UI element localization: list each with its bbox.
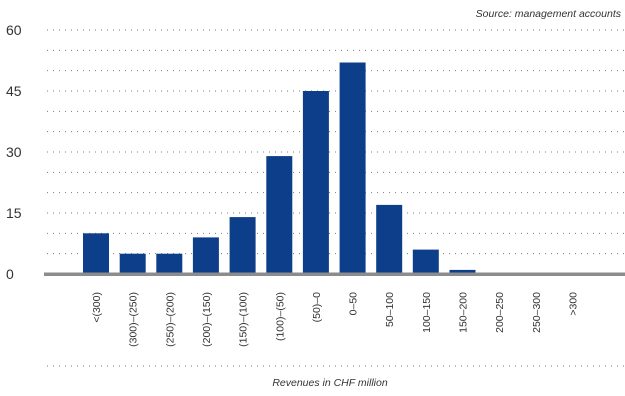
x-tick-label: (150)–(100) xyxy=(238,292,250,347)
y-tick-label: 0 xyxy=(6,266,14,282)
bar xyxy=(412,249,439,274)
x-tick-label: 50–100 xyxy=(384,292,396,327)
x-tick-label: (100)–(50) xyxy=(274,292,286,341)
x-axis-baseline xyxy=(44,272,625,276)
x-tick-label: 250–300 xyxy=(531,292,543,333)
x-tick-label: (300)–(250) xyxy=(128,292,140,347)
bars xyxy=(83,62,476,274)
x-tick-label: <(300) xyxy=(91,292,103,323)
gridlines xyxy=(47,29,625,255)
y-tick-label: 15 xyxy=(6,205,22,221)
bar xyxy=(339,62,366,274)
y-tick-label: 60 xyxy=(6,22,22,38)
x-tick-label: 100–150 xyxy=(421,292,433,333)
x-tick-label: 0–50 xyxy=(348,292,360,316)
y-tick-label: 30 xyxy=(6,144,22,160)
bar xyxy=(266,156,293,274)
bar xyxy=(229,217,256,274)
x-tick-label: 200–250 xyxy=(494,292,506,333)
x-tick-label: (200)–(150) xyxy=(201,292,213,347)
x-tick-label: (50)–0 xyxy=(311,292,323,323)
y-axis-tick-labels: 0 15 30 45 60 xyxy=(6,22,22,282)
bar xyxy=(376,204,403,274)
bar xyxy=(302,91,329,274)
source-note: Source: management accounts xyxy=(476,8,622,20)
bar xyxy=(156,253,183,274)
bar xyxy=(119,253,146,274)
x-axis-label: Revenues in CHF million xyxy=(272,377,388,389)
x-axis-tick-labels: <(300) (300)–(250) (250)–(200) (200)–(150) (… xyxy=(91,292,580,347)
x-tick-label: >300 xyxy=(568,292,580,316)
x-tick-label: (250)–(200) xyxy=(164,292,176,347)
x-tick-label: 150–200 xyxy=(458,292,470,333)
y-tick-label: 45 xyxy=(6,83,22,99)
bar xyxy=(192,237,219,274)
bar xyxy=(83,233,109,274)
bar xyxy=(449,269,476,274)
